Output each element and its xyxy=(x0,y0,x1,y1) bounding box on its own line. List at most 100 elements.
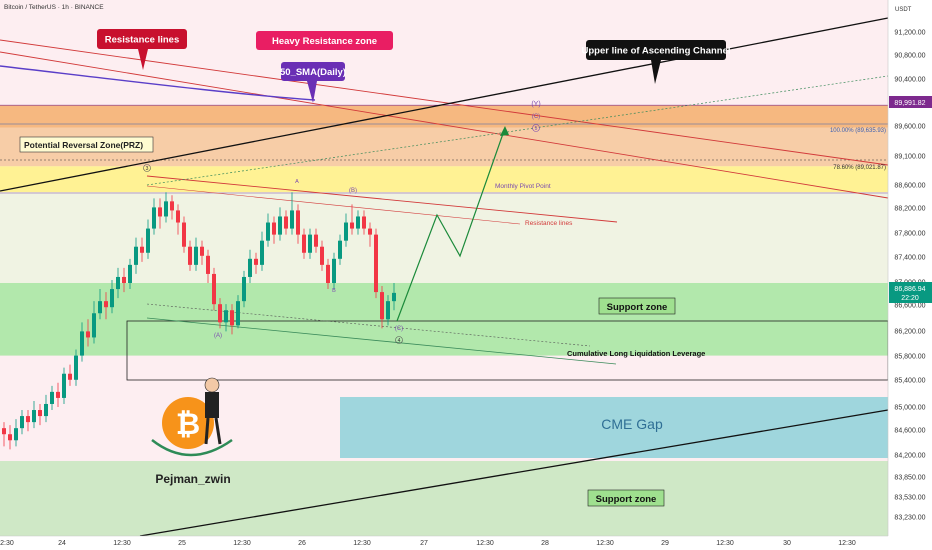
author-figure-head xyxy=(204,377,220,393)
price-tick-label: 91,200.00 xyxy=(894,30,925,37)
ascending-channel-lower-line xyxy=(139,409,889,537)
candle-body xyxy=(92,313,96,338)
candle-body xyxy=(374,234,378,293)
price-tick-label: 84,200.00 xyxy=(894,453,925,460)
upper-channel-callout: Upper line of Ascending Channel xyxy=(581,40,731,84)
time-axis-ticks: 12:30 24 12:30 25 12:30 26 12:30 27 12:30 28 12:30… xyxy=(0,540,856,547)
candle-body xyxy=(272,222,276,235)
time-axis[interactable] xyxy=(0,536,932,550)
last-price-text: 86,886.94 xyxy=(894,286,925,293)
candle-body xyxy=(128,264,132,284)
support-zone-1-label: Support zone xyxy=(607,302,668,313)
price-tick-label: 85,400.00 xyxy=(894,378,925,385)
support-zone-2-label: Support zone xyxy=(596,494,657,505)
resistance-lines-small-label: Resistance lines xyxy=(525,220,573,227)
time-tick-label: 12:30 xyxy=(476,540,494,547)
wave-label-5: 5 xyxy=(535,126,538,132)
candle-body xyxy=(302,234,306,253)
price-tick-label: 90,800.00 xyxy=(894,53,925,60)
price-tick-label: 84,600.00 xyxy=(894,428,925,435)
candle-body xyxy=(188,246,192,265)
wave-label-y: (Y) xyxy=(531,101,540,108)
annotations-layer: Resistance lines Heavy Resistance zone 50_… xyxy=(19,29,886,507)
time-tick-label: 29 xyxy=(661,540,669,547)
candle-body xyxy=(242,276,246,302)
time-tick-label: 26 xyxy=(298,540,306,547)
candle-body xyxy=(170,201,174,211)
price-axis[interactable] xyxy=(888,0,932,536)
candle-body xyxy=(20,416,24,429)
upper-channel-callout-pointer xyxy=(651,60,661,84)
candle-body xyxy=(326,264,330,284)
candle-body xyxy=(314,234,318,247)
resistance-line-short-1 xyxy=(146,175,618,223)
support-zone-band-lower xyxy=(0,461,888,536)
trendlines-layer xyxy=(0,17,889,537)
candle-body xyxy=(344,222,348,241)
price-tick-label: 87,400.00 xyxy=(894,255,925,262)
time-tick-label: 12:30 xyxy=(0,540,14,547)
wave-label-c-bottom: (C) xyxy=(395,326,403,332)
fib-100-label: 100.00% (89,635.93) xyxy=(830,128,886,134)
candle-body xyxy=(254,258,258,265)
brand-label: Pejman_zwin xyxy=(155,472,230,486)
bitcoin-symbol: ₿ xyxy=(176,408,200,441)
candle-body xyxy=(356,216,360,229)
candle-body xyxy=(104,301,108,308)
candle-body xyxy=(368,228,372,235)
author-figure-leg-left xyxy=(204,417,210,445)
logo-laurel xyxy=(151,438,233,457)
candle-body xyxy=(164,201,168,217)
price-tick-label: 86,600.00 xyxy=(894,303,925,310)
support-zone-2-box xyxy=(587,489,665,507)
candle-body xyxy=(8,434,12,441)
resistance-line-upper xyxy=(0,39,889,166)
candle-body xyxy=(116,276,120,290)
wave-5-circle xyxy=(532,124,540,132)
candle-body xyxy=(140,246,144,253)
wave-label-3: 3 xyxy=(146,166,149,172)
price-tick-label: 90,400.00 xyxy=(894,77,925,84)
support-zone-1-box xyxy=(598,297,676,315)
prz-zone-band xyxy=(0,166,888,193)
fib-786-label: 78.60% (89,021.87) xyxy=(833,165,886,171)
candle-body xyxy=(176,210,180,223)
candle-body xyxy=(386,301,390,320)
candle-body xyxy=(152,207,156,229)
prz-box xyxy=(19,136,154,153)
candle-body xyxy=(110,289,114,308)
candle-body xyxy=(338,240,342,259)
resistance-lines-callout: Resistance lines xyxy=(97,29,187,70)
candle-body xyxy=(266,222,270,241)
wave-label-4: 4 xyxy=(398,338,401,344)
time-tick-label: 27 xyxy=(420,540,428,547)
candle-body xyxy=(224,310,228,323)
candle-body xyxy=(32,410,36,423)
wave-label-c-top: (C) xyxy=(532,114,540,120)
wave-4-circle xyxy=(395,336,403,344)
channel-mid-line xyxy=(146,317,617,365)
candle-body xyxy=(50,391,54,404)
time-tick-label: 12:30 xyxy=(113,540,131,547)
candle-body xyxy=(62,373,66,398)
author-figure-leg-right xyxy=(214,417,222,445)
price-tick-label: 83,530.00 xyxy=(894,495,925,502)
candle-body xyxy=(44,403,48,417)
candle-body xyxy=(308,234,312,253)
price-flag-top xyxy=(889,96,932,108)
candle-body xyxy=(200,246,204,256)
candle-body xyxy=(182,222,186,247)
candle-body xyxy=(194,246,198,265)
resistance-line-short-2 xyxy=(146,185,521,225)
candle-body xyxy=(146,228,150,253)
candle-body xyxy=(236,301,240,326)
support-zone-band xyxy=(0,283,888,356)
price-axis-currency: USDT xyxy=(895,7,912,13)
resistance-line-lower xyxy=(0,51,889,199)
last-price-countdown: 22:20 xyxy=(901,295,919,302)
candle-body xyxy=(158,207,162,217)
last-price-flag xyxy=(889,282,932,303)
price-tick-label: 86,200.00 xyxy=(894,329,925,336)
upper-channel-callout-label: Upper line of Ascending Channel xyxy=(581,46,730,57)
